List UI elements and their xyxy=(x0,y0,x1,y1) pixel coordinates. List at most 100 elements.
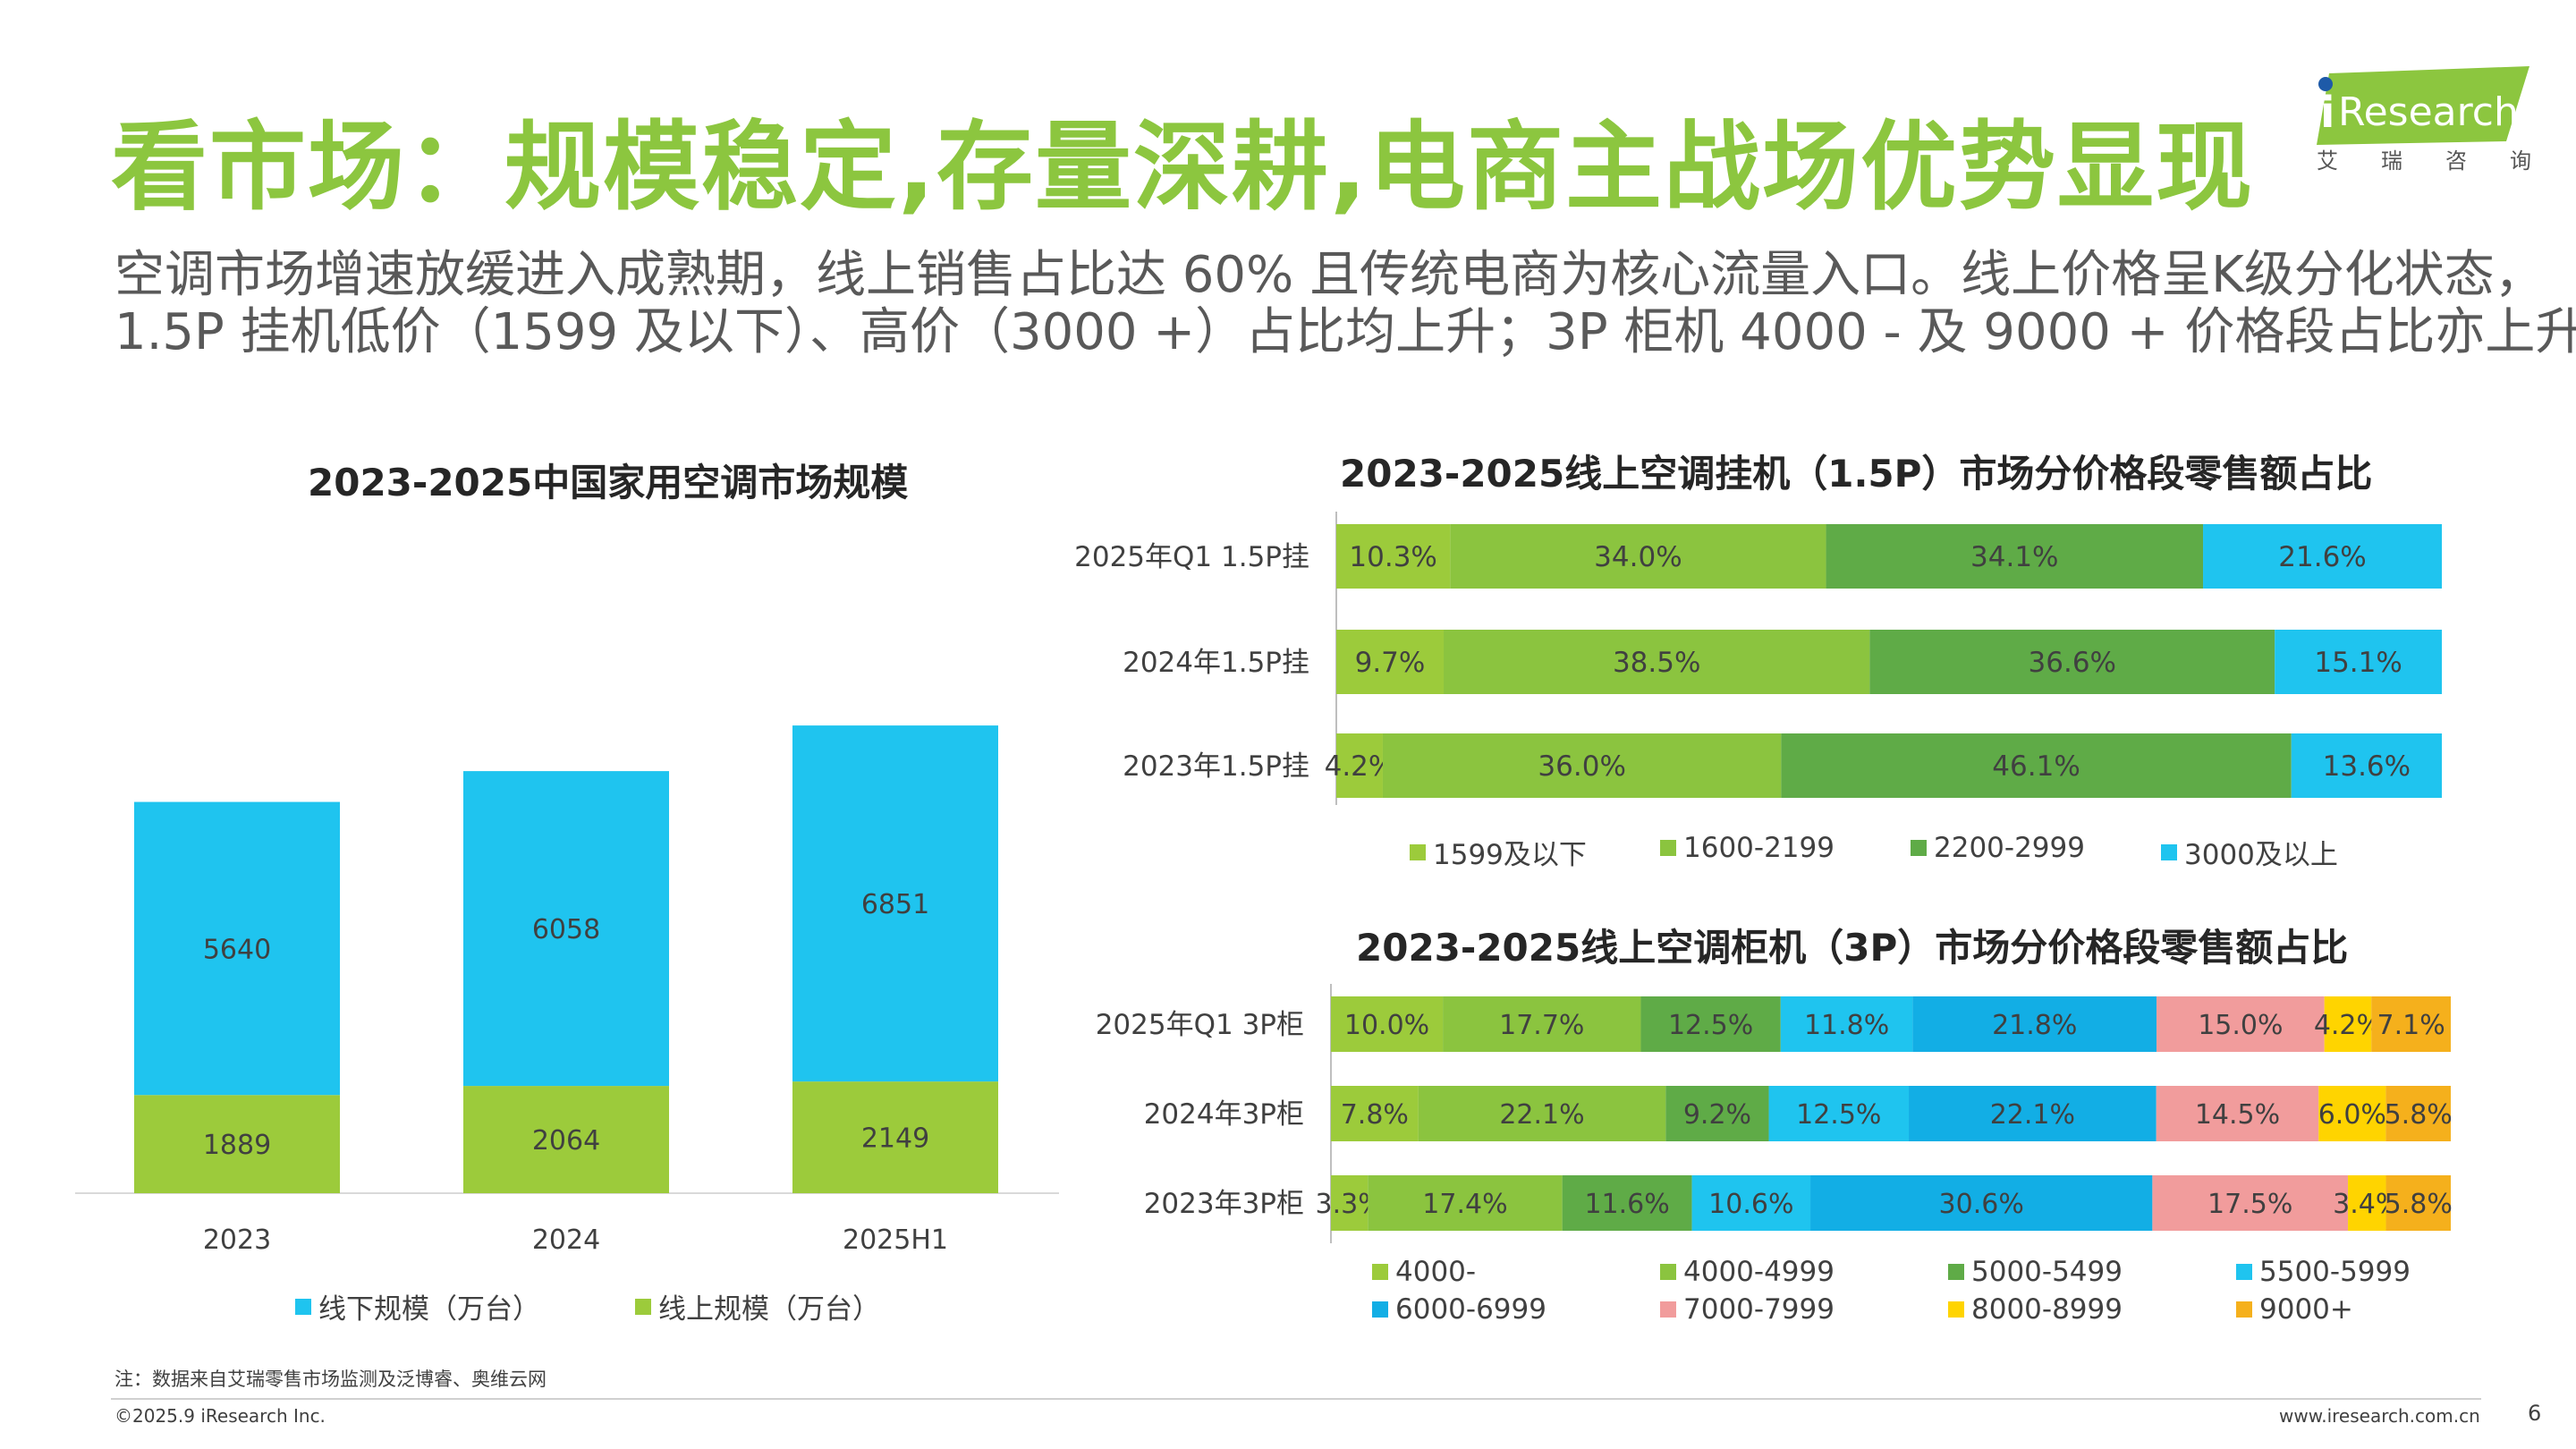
data-label: 21.6% xyxy=(2278,541,2366,573)
bar-segment-2200-2999 xyxy=(1781,733,2292,798)
chart3-title: 2023-2025线上空调柜机（3P）市场分价格段零售额占比 xyxy=(1356,926,2349,970)
bar-segment-1599及以下 xyxy=(1336,733,1383,798)
x-tick-label: 2025H1 xyxy=(843,1224,948,1256)
bar-segment-5000-5499 xyxy=(1640,996,1781,1052)
data-label: 10.3% xyxy=(1349,541,1436,573)
legend-label: 2200-2999 xyxy=(1934,832,2085,864)
data-label: 5.8% xyxy=(2385,1189,2453,1220)
logo-subtitle: 艾瑞 咨询 xyxy=(2317,148,2531,174)
bar-segment-3000及以上 xyxy=(2291,733,2442,798)
data-label: 2064 xyxy=(532,1125,600,1157)
legend-label: 9000+ xyxy=(2259,1293,2353,1326)
bar-segment-3000及以上 xyxy=(2275,630,2442,694)
legend-item: 5000-5499 xyxy=(1948,1256,2123,1288)
bar-segment-5000-5499 xyxy=(1665,1086,1769,1141)
data-label: 13.6% xyxy=(2323,750,2411,783)
legend-label: 4000- xyxy=(1395,1256,1477,1288)
bar-segment-5500-5999 xyxy=(1780,996,1913,1052)
x-tick-label: 2024 xyxy=(532,1224,600,1256)
legend-swatch xyxy=(1948,1264,1964,1280)
bar-segment-3000及以上 xyxy=(2203,524,2442,589)
data-label: 36.0% xyxy=(1538,750,1625,783)
legend-swatch xyxy=(1372,1301,1388,1318)
data-label: 17.7% xyxy=(1499,1010,1584,1041)
legend-swatch xyxy=(1660,1264,1676,1280)
legend-label: 线下规模（万台） xyxy=(318,1293,540,1326)
bar-segment-2200-2999 xyxy=(1826,524,2204,589)
chart1-legend: 线下规模（万台） 线上规模（万台） xyxy=(295,1286,1011,1326)
bar-segment-8000-8999 xyxy=(2318,1086,2386,1141)
data-label: 1889 xyxy=(203,1130,271,1161)
data-label: 11.8% xyxy=(1804,1010,1889,1041)
data-label: 11.6% xyxy=(1584,1189,1669,1220)
legend-label: 1599及以下 xyxy=(1433,839,1587,871)
subtitle-line-1: 空调市场增速放缓进入成熟期，线上销售占比达 60% 且传统电商为核心流量入口。线… xyxy=(114,246,2545,304)
bar-2024-offline xyxy=(463,771,669,1087)
legend-label: 6000-6999 xyxy=(1395,1293,1546,1326)
x-tick-label: 2023 xyxy=(203,1224,271,1256)
bar-2024-online xyxy=(463,1086,669,1193)
legend-swatch xyxy=(635,1298,651,1315)
legend-label: 5000-5499 xyxy=(1971,1256,2123,1288)
data-label: 22.1% xyxy=(1499,1099,1584,1131)
bar-segment-9000+ xyxy=(2371,996,2451,1052)
legend-item: 1600-2199 xyxy=(1660,832,1835,864)
logo-text: Research xyxy=(2338,89,2519,135)
data-label: 17.4% xyxy=(1422,1189,1507,1220)
legend-swatch xyxy=(1372,1264,1388,1280)
legend-item: 4000-4999 xyxy=(1660,1256,1835,1288)
bar-segment-9000+ xyxy=(2385,1175,2451,1231)
data-label: 34.1% xyxy=(1970,541,2058,573)
bar-segment-5000-5499 xyxy=(1562,1175,1692,1231)
data-label: 15.1% xyxy=(2314,647,2402,679)
page-title: 看市场：规模稳定,存量深耕,电商主战场优势显现 xyxy=(111,112,2255,224)
bar-2025H1-online xyxy=(792,1081,998,1193)
data-label: 6851 xyxy=(861,889,929,920)
data-label: 9.2% xyxy=(1683,1099,1751,1131)
data-label: 12.5% xyxy=(1668,1010,1753,1041)
y-tick-label: 2023年3P柜 xyxy=(1144,1188,1304,1220)
legend-swatch xyxy=(1660,1301,1676,1318)
page-number: 6 xyxy=(2528,1401,2542,1426)
legend-swatch xyxy=(1911,840,1927,856)
data-label: 38.5% xyxy=(1613,647,1700,679)
data-label: 17.5% xyxy=(2207,1189,2292,1220)
legend-item: 线下规模（万台） xyxy=(295,1286,540,1326)
data-label: 6.0% xyxy=(2318,1099,2386,1131)
data-label: 5.8% xyxy=(2385,1099,2453,1131)
y-tick-label: 2025年Q1 1.5P挂 xyxy=(1074,541,1309,573)
bar-segment-7000-7999 xyxy=(2156,1086,2319,1141)
y-tick-label: 2024年1.5P挂 xyxy=(1123,647,1309,679)
split-ac-price-chart: 2025年Q1 1.5P挂 10.3% 34.0% 34.1% 21.6% 2024年1.… xyxy=(1074,512,2442,805)
legend-swatch xyxy=(1660,840,1676,856)
data-label: 7.1% xyxy=(2377,1010,2445,1041)
data-label: 14.5% xyxy=(2195,1099,2280,1131)
data-label: 12.5% xyxy=(1796,1099,1881,1131)
legend-swatch xyxy=(2161,843,2177,860)
bar-2023-offline xyxy=(134,801,340,1096)
source-note: 注：数据来自艾瑞零售市场监测及泛博睿、奥维云网 xyxy=(114,1368,547,1390)
data-label: 9.7% xyxy=(1355,647,1426,679)
copyright: ©2025.9 iResearch Inc. xyxy=(114,1405,326,1427)
data-label: 34.0% xyxy=(1594,541,1682,573)
data-label: 46.1% xyxy=(1992,750,2080,783)
data-label: 21.8% xyxy=(1992,1010,2077,1041)
bar-segment-1599及以下 xyxy=(1336,630,1445,694)
bar-segment-1599及以下 xyxy=(1336,524,1451,589)
iresearch-logo: i Research xyxy=(2317,66,2529,145)
bar-segment-4000- xyxy=(1331,1086,1419,1141)
data-label: 7.8% xyxy=(1341,1099,1409,1131)
legend-label: 8000-8999 xyxy=(1971,1293,2123,1326)
data-label: 36.6% xyxy=(2029,647,2116,679)
legend-swatch xyxy=(2236,1264,2252,1280)
bar-segment-6000-6999 xyxy=(1810,1175,2153,1231)
legend-item: 6000-6999 xyxy=(1372,1293,1546,1326)
data-label: 4.2% xyxy=(2314,1010,2382,1041)
legend-item: 4000- xyxy=(1372,1256,1476,1288)
y-tick-label: 2024年3P柜 xyxy=(1144,1098,1304,1131)
floor-ac-price-chart: 2025年Q1 3P柜 10.0% 17.7% 12.5% 11.8% 21.8% 15.0… xyxy=(1096,984,2453,1243)
bar-segment-4000- xyxy=(1331,1175,1368,1231)
data-label: 2149 xyxy=(861,1123,929,1155)
legend-label: 线上规模（万台） xyxy=(658,1293,880,1326)
chart3-legend: 4000- 4000-4999 5000-5499 5500-5999 6000-699… xyxy=(1372,1256,2481,1336)
